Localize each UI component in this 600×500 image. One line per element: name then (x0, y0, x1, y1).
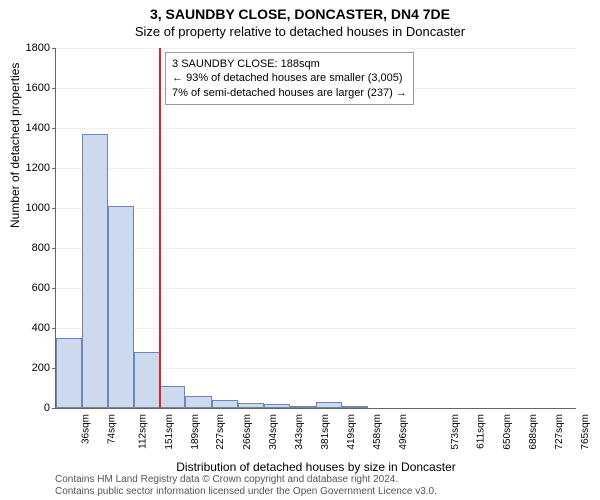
bar (56, 338, 82, 408)
xtick-label: 458sqm (372, 414, 383, 450)
ytick-label: 1000 (16, 202, 50, 214)
ytick-mark (52, 168, 56, 169)
bar (134, 352, 160, 408)
ytick-mark (52, 88, 56, 89)
bar (82, 134, 108, 408)
xtick-label: 765sqm (580, 414, 591, 450)
annotation-box: 3 SAUNDBY CLOSE: 188sqm← 93% of detached… (165, 52, 414, 105)
footer-line-2: Contains public sector information licen… (55, 486, 437, 498)
bar (264, 404, 290, 408)
x-axis-label: Distribution of detached houses by size … (56, 460, 576, 474)
chart-container: 3, SAUNDBY CLOSE, DONCASTER, DN4 7DE Siz… (0, 0, 600, 500)
bar (342, 406, 368, 408)
bar (290, 406, 316, 408)
ytick-label: 200 (16, 362, 50, 374)
xtick-label: 151sqm (164, 414, 175, 450)
xtick-label: 419sqm (346, 414, 357, 450)
bar (160, 386, 186, 408)
gridline (56, 128, 576, 129)
ytick-mark (52, 48, 56, 49)
ytick-label: 800 (16, 242, 50, 254)
ytick-mark (52, 248, 56, 249)
xtick-label: 266sqm (242, 414, 253, 450)
ytick-label: 1400 (16, 122, 50, 134)
footer-line-1: Contains HM Land Registry data © Crown c… (55, 474, 437, 486)
xtick-label: 573sqm (450, 414, 461, 450)
gridline (56, 48, 576, 49)
ytick-label: 1200 (16, 162, 50, 174)
xtick-label: 36sqm (81, 414, 92, 444)
gridline (56, 288, 576, 289)
plot-wrap: 0200400600800100012001400160018003 SAUND… (55, 48, 575, 408)
reference-line (159, 48, 161, 408)
bar (316, 402, 342, 408)
annotation-line: 3 SAUNDBY CLOSE: 188sqm (172, 57, 407, 71)
bar (108, 206, 134, 408)
xtick-label: 688sqm (528, 414, 539, 450)
ytick-mark (52, 288, 56, 289)
ytick-label: 600 (16, 282, 50, 294)
xtick-label: 611sqm (475, 414, 486, 449)
ytick-label: 0 (16, 402, 50, 414)
bar (185, 396, 211, 408)
ytick-label: 400 (16, 322, 50, 334)
xtick-label: 727sqm (555, 414, 566, 450)
gridline (56, 248, 576, 249)
xtick-label: 74sqm (106, 414, 117, 444)
bar (238, 403, 264, 408)
annotation-line: 7% of semi-detached houses are larger (2… (172, 86, 407, 100)
gridline (56, 168, 576, 169)
xtick-label: 381sqm (320, 414, 331, 450)
chart-subtitle: Size of property relative to detached ho… (0, 24, 600, 39)
plot-area: 0200400600800100012001400160018003 SAUND… (55, 48, 576, 409)
ytick-mark (52, 128, 56, 129)
gridline (56, 208, 576, 209)
ytick-mark (52, 328, 56, 329)
xtick-label: 304sqm (268, 414, 279, 450)
xtick-label: 496sqm (398, 414, 409, 450)
ytick-label: 1800 (16, 42, 50, 54)
chart-title: 3, SAUNDBY CLOSE, DONCASTER, DN4 7DE (0, 0, 600, 22)
xtick-label: 227sqm (216, 414, 227, 450)
xtick-label: 343sqm (294, 414, 305, 450)
bar (212, 400, 238, 408)
ytick-label: 1600 (16, 82, 50, 94)
gridline (56, 328, 576, 329)
xtick-label: 112sqm (137, 414, 148, 449)
annotation-line: ← 93% of detached houses are smaller (3,… (172, 71, 407, 85)
xtick-label: 189sqm (190, 414, 201, 450)
ytick-mark (52, 408, 56, 409)
xtick-label: 650sqm (502, 414, 513, 450)
ytick-mark (52, 208, 56, 209)
chart-footer: Contains HM Land Registry data © Crown c… (55, 474, 437, 498)
